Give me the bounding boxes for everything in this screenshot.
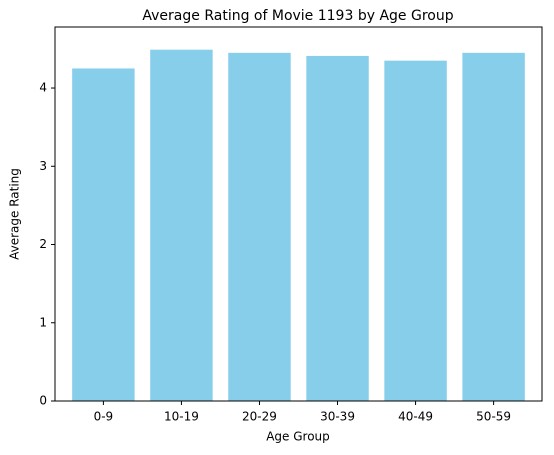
bar (384, 60, 447, 402)
bar (150, 49, 213, 402)
y-tick-label: 3 (39, 159, 47, 173)
bar (462, 52, 525, 402)
x-tick-label: 10-19 (164, 410, 199, 424)
y-tick-label: 0 (39, 394, 47, 408)
x-tick-label: 40-49 (398, 410, 433, 424)
y-tick-label: 4 (39, 81, 47, 95)
x-tick-label: 20-29 (242, 410, 277, 424)
y-axis-label: Average Rating (8, 168, 22, 260)
x-tick-label: 30-39 (320, 410, 355, 424)
y-tick-label: 2 (39, 237, 47, 251)
bar (72, 68, 135, 401)
bar (228, 52, 291, 402)
x-tick-label: 50-59 (476, 410, 511, 424)
x-axis-label: Age Group (266, 430, 330, 444)
chart-title: Average Rating of Movie 1193 by Age Grou… (142, 8, 453, 24)
bar (306, 55, 369, 401)
y-tick-label: 1 (39, 315, 47, 329)
x-tick-label: 0-9 (94, 410, 114, 424)
axes-frame (54, 26, 543, 402)
